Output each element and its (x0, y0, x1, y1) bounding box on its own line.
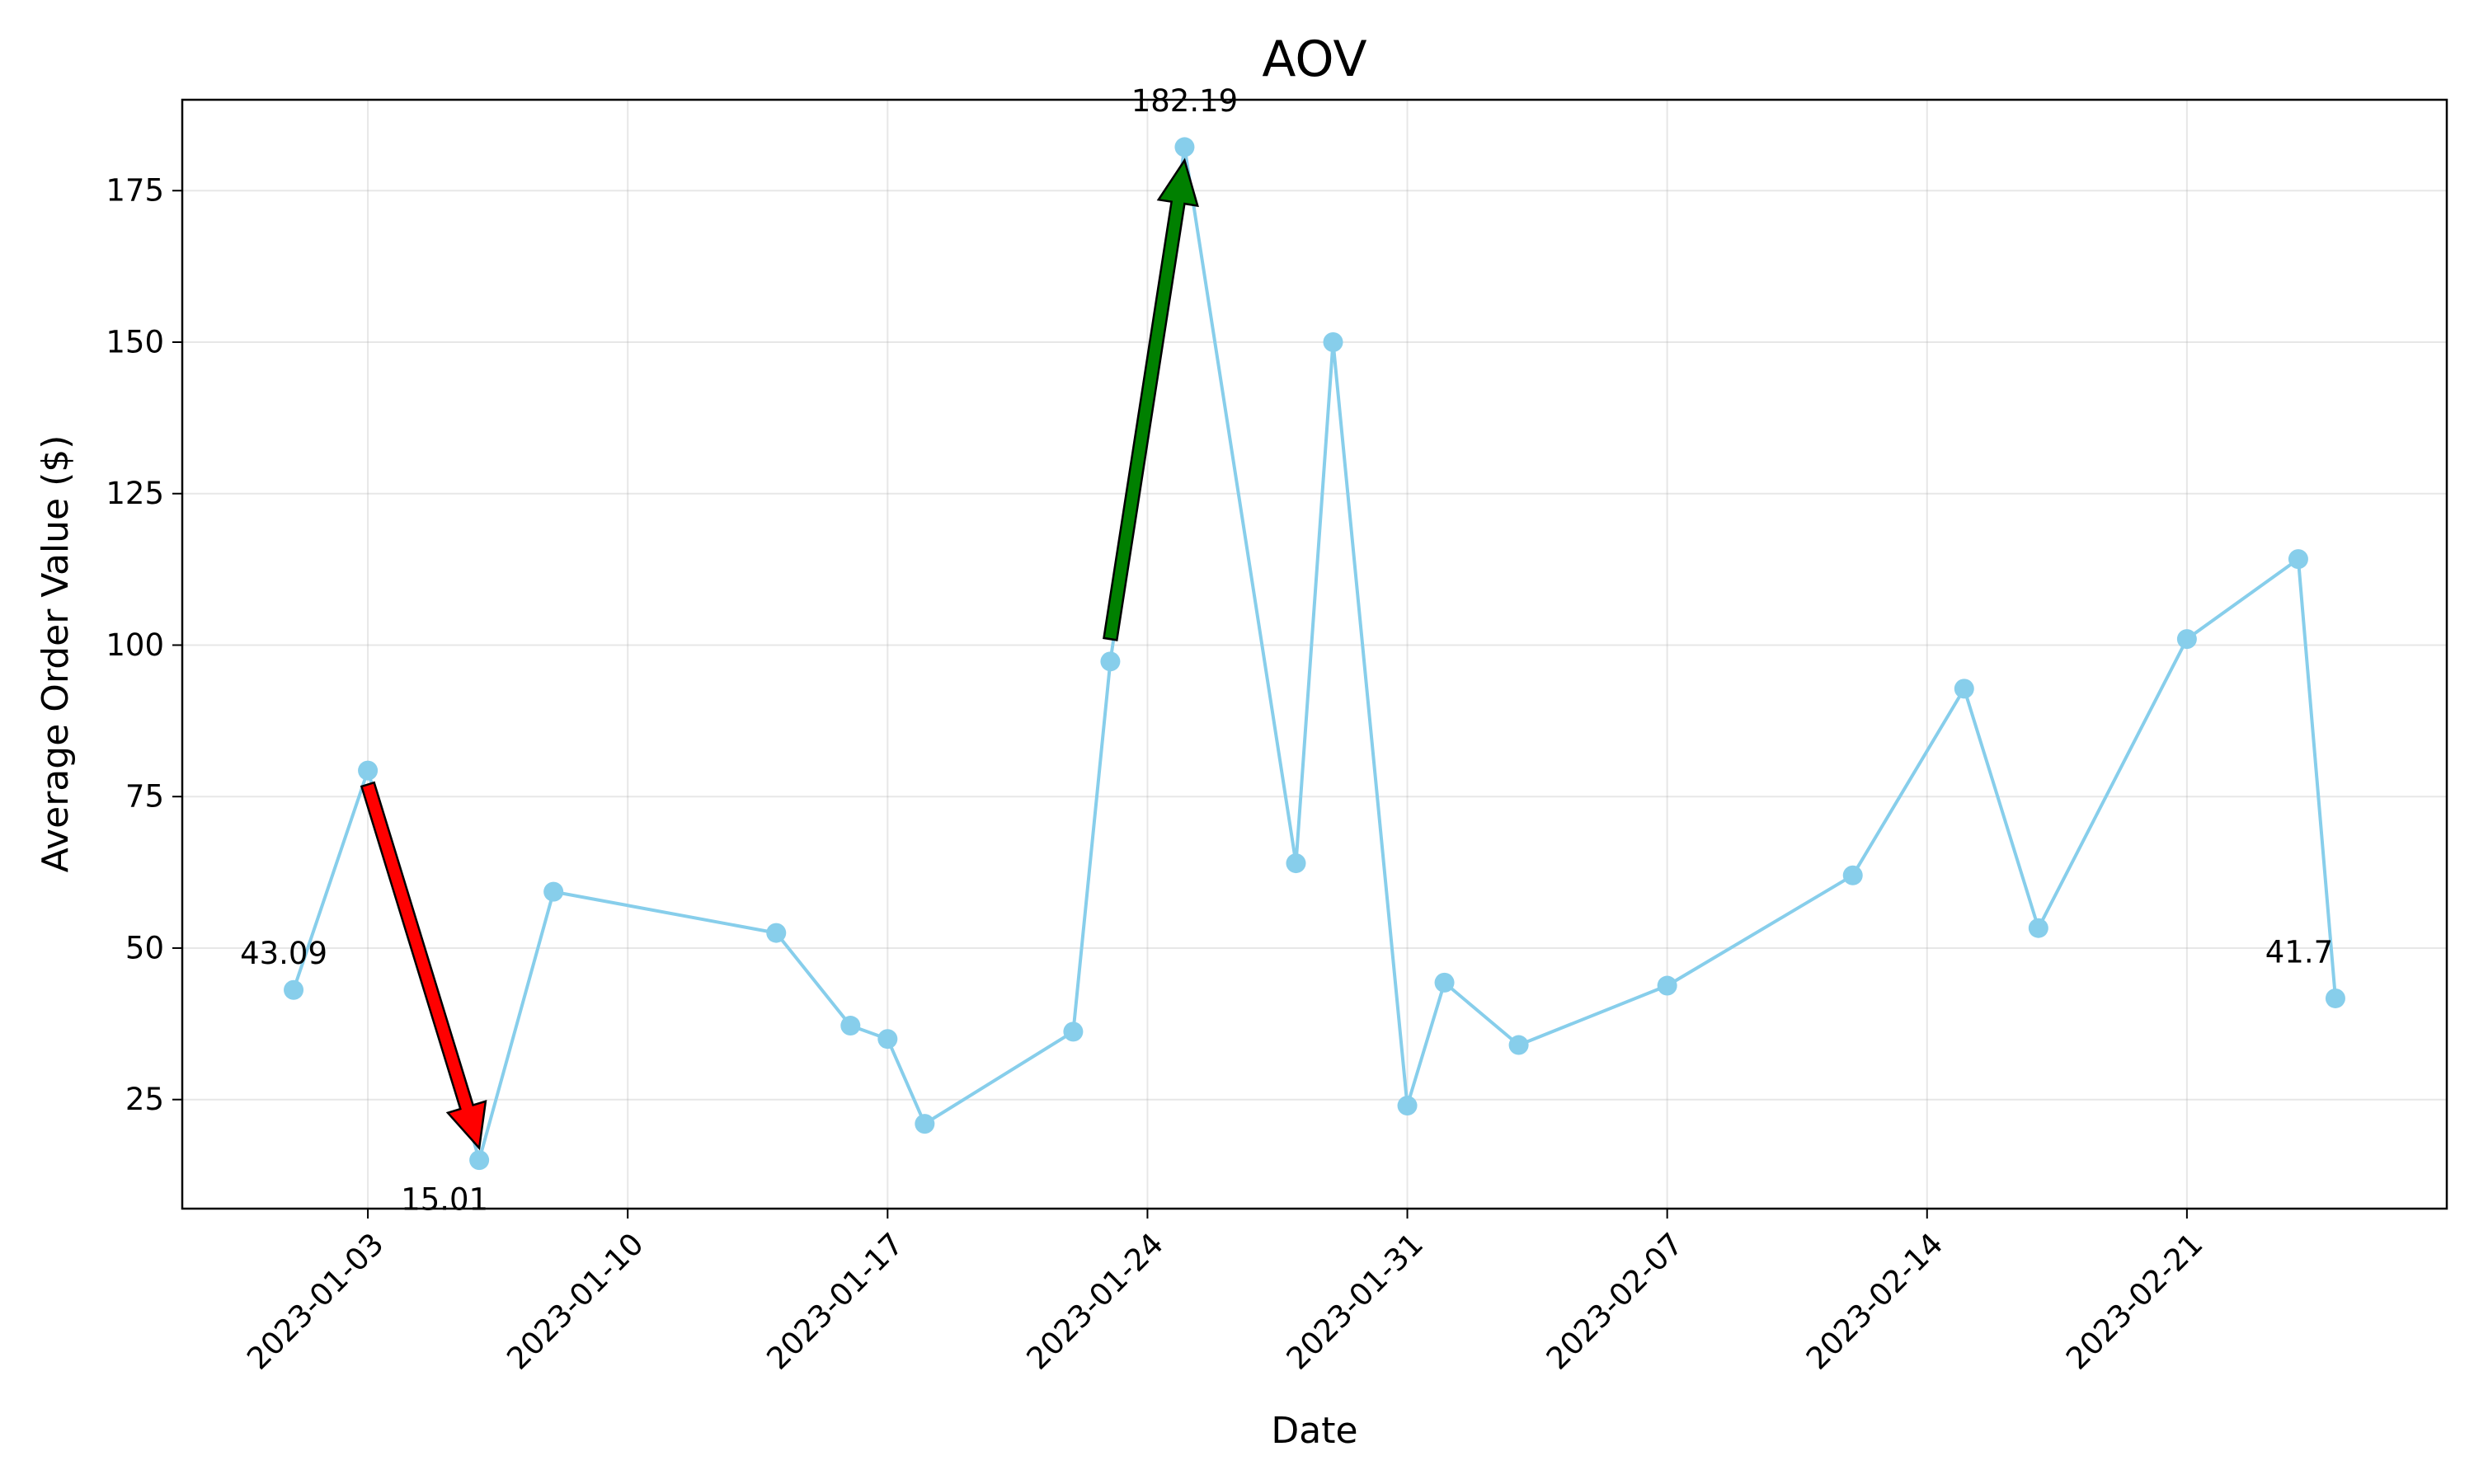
y-tick-label: 150 (106, 324, 164, 359)
annotation-arrow (1103, 157, 1199, 641)
data-point (1397, 1096, 1418, 1116)
data-point (358, 760, 379, 781)
y-tick-label: 75 (125, 779, 164, 815)
data-point (2176, 629, 2197, 650)
data-point (1508, 1035, 1529, 1055)
data-point (2288, 549, 2308, 570)
x-tick-label: 2023-01-17 (760, 1226, 910, 1376)
data-point (840, 1016, 861, 1036)
data-point (1323, 331, 1343, 352)
x-tick-label: 2023-01-31 (1280, 1226, 1430, 1376)
data-point (1842, 865, 1863, 885)
x-axis-ticks: 2023-01-03 2023-01-10 2023-01-17 2023-01-24… (240, 1209, 2209, 1377)
chart-title: AOV (1262, 31, 1366, 88)
data-point (1063, 1021, 1084, 1042)
y-axis-label: Average Order Value ($) (35, 435, 77, 873)
data-point (915, 1114, 935, 1134)
x-tick-label: 2023-02-21 (2059, 1226, 2209, 1376)
grid-lines (182, 100, 2447, 1209)
data-point (766, 923, 787, 943)
data-point (2325, 988, 2345, 1008)
x-tick-label: 2023-01-03 (240, 1226, 390, 1376)
data-point (1657, 975, 1677, 996)
data-point (1100, 651, 1121, 672)
y-tick-label: 50 (125, 930, 164, 965)
data-point (1286, 853, 1306, 874)
data-point (2028, 918, 2048, 938)
annotation-arrows (360, 157, 1199, 1151)
data-point (1434, 972, 1455, 993)
data-point (469, 1150, 490, 1171)
data-annotation: 182.19 (1131, 83, 1238, 119)
data-annotation: 43.09 (240, 936, 327, 971)
data-point (1954, 679, 1974, 699)
y-axis-ticks: 25 50 75 100 125 150 175 (106, 173, 182, 1117)
plot-frame (181, 98, 2448, 1210)
x-tick-label: 2023-01-24 (1020, 1226, 1170, 1376)
x-tick-label: 2023-02-07 (1540, 1226, 1690, 1376)
data-point (543, 881, 564, 902)
x-tick-label: 2023-02-14 (1799, 1226, 1950, 1376)
annotation-arrow (360, 781, 487, 1151)
y-tick-label: 25 (125, 1082, 164, 1117)
data-annotation: 41.7 (2265, 934, 2333, 970)
x-tick-label: 2023-01-10 (500, 1226, 650, 1376)
data-annotation: 15.01 (401, 1182, 488, 1218)
y-tick-label: 175 (106, 173, 164, 209)
data-point (284, 979, 304, 1000)
data-point (877, 1029, 898, 1050)
y-tick-label: 100 (106, 627, 164, 663)
x-axis-label: Date (1271, 1410, 1357, 1452)
plot-background (182, 100, 2447, 1209)
data-annotations: 43.09 15.01 182.19 41.7 (240, 83, 2333, 1218)
data-point (1174, 137, 1195, 157)
y-tick-label: 125 (106, 476, 164, 511)
series-aov (284, 137, 2345, 1171)
